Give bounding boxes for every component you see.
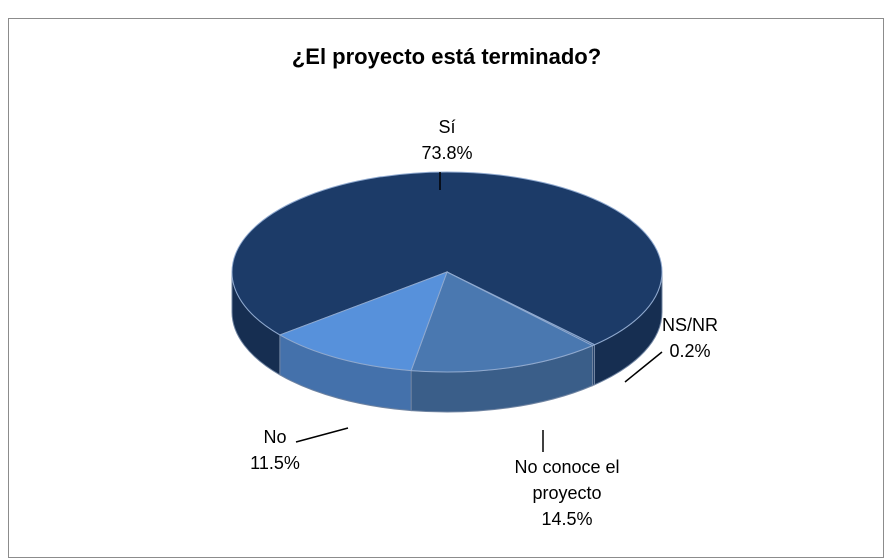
category-label: No — [263, 427, 287, 447]
data-label: No 11.5% — [210, 424, 340, 476]
slice — [410, 271, 594, 373]
value-label: 11.5% — [250, 453, 300, 473]
value-label: 14.5% — [541, 509, 593, 529]
category-label: NS/NR — [661, 315, 718, 335]
slice — [231, 171, 663, 346]
leader-line — [624, 351, 663, 383]
leader-line — [295, 427, 349, 443]
data-label: Sí 73.8% — [382, 114, 512, 166]
data-label: No conoce el proyecto 14.5% — [502, 454, 632, 532]
value-label: 73.8% — [421, 143, 473, 163]
chart — [231, 171, 663, 452]
data-label: NS/NR 0.2% — [625, 312, 755, 364]
chart-title: ¿El proyecto está terminado? — [291, 44, 602, 69]
page: {"chart_data": {"type": "pie", "title": … — [8, 18, 884, 558]
category-label: Sí — [438, 117, 456, 137]
slice — [278, 271, 448, 372]
category-label: No conoce el proyecto — [514, 457, 620, 503]
value-label: 0.2% — [669, 341, 711, 361]
